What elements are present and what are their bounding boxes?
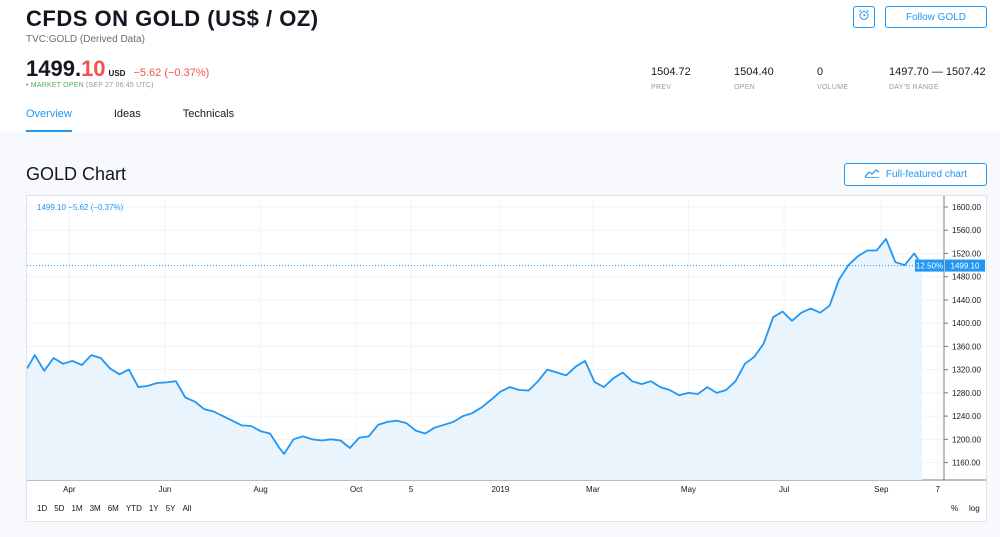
page-header: CFDS ON GOLD (US$ / OZ) TVC:GOLD (Derive…: [0, 0, 1000, 132]
y-tick-label: 1200.00: [952, 435, 981, 444]
stat-value: 0: [817, 66, 824, 78]
last-price-label: 1499.10: [951, 262, 980, 271]
chart-title: GOLD Chart: [26, 164, 127, 184]
percent-scale-toggle[interactable]: %: [951, 504, 959, 513]
price-chart[interactable]: 1160.00 1200.00 1240.00 1280.00 1320.00 1360.…: [27, 196, 986, 496]
x-tick-label: May: [681, 485, 696, 494]
y-tick-label: 1440.00: [952, 296, 981, 305]
x-tick-label: Oct: [350, 485, 363, 494]
range-6m[interactable]: 6M: [107, 504, 119, 513]
chart-container[interactable]: 1160.00 1200.00 1240.00 1280.00 1320.00 1360.…: [26, 195, 987, 522]
log-scale-toggle[interactable]: log: [969, 504, 980, 513]
full-featured-chart-button[interactable]: Full-featured chart: [844, 163, 987, 186]
range-3m[interactable]: 3M: [89, 504, 101, 513]
last-price-badge: [945, 259, 985, 272]
price-decimal: 10: [81, 56, 106, 81]
range-1m[interactable]: 1M: [71, 504, 83, 513]
range-1y[interactable]: 1Y: [148, 504, 159, 513]
last-pct-badge: [915, 259, 944, 272]
add-alert-button[interactable]: [853, 6, 875, 28]
stat-open: 1504.40 OPEN: [734, 66, 774, 91]
range-1d[interactable]: 1D: [37, 504, 48, 513]
chart-line-icon: [864, 168, 880, 181]
stat-label: DAY'S RANGE: [889, 84, 940, 91]
y-tick-label: 1280.00: [952, 389, 981, 398]
y-tick-label: 1360.00: [952, 342, 981, 351]
range-5y[interactable]: 5Y: [165, 504, 176, 513]
range-all[interactable]: All: [182, 504, 192, 513]
tab-overview[interactable]: Overview: [26, 108, 72, 132]
price-row: 1499. 10 USD −5.62 (−0.37%): [26, 56, 209, 82]
last-pct-label: 12.50%: [916, 262, 943, 271]
stat-value: 1504.40: [734, 66, 774, 78]
stat-days-range: 1497.70 — 1507.42 DAY'S RANGE: [889, 66, 986, 91]
market-status: • MARKET OPEN (SEP 27 06:45 UTC): [26, 82, 154, 89]
stat-label: VOLUME: [817, 84, 849, 91]
x-tick-label: Jun: [158, 485, 171, 494]
x-tick-label: 2019: [491, 485, 509, 494]
range-ytd[interactable]: YTD: [125, 504, 142, 513]
x-tick-label: 5: [409, 485, 414, 494]
series-area: [27, 238, 923, 480]
x-tick-label: Apr: [63, 485, 76, 494]
y-tick-label: 1320.00: [952, 366, 981, 375]
y-tick-label: 1160.00: [952, 459, 981, 468]
follow-button[interactable]: Follow GOLD: [885, 6, 987, 28]
stat-prev: 1504.72 PREV: [651, 66, 691, 91]
tab-ideas[interactable]: Ideas: [113, 108, 141, 120]
page-title: CFDS ON GOLD (US$ / OZ): [26, 6, 319, 31]
tab-bar: Overview Ideas Technicals: [26, 108, 276, 132]
x-tick-label: Aug: [253, 485, 267, 494]
stat-label: OPEN: [734, 84, 756, 91]
y-tick-label: 1600.00: [952, 203, 981, 212]
y-tick-label: 1240.00: [952, 412, 981, 421]
tab-technicals[interactable]: Technicals: [182, 108, 235, 120]
stat-label: PREV: [651, 84, 672, 91]
y-tick-label: 1480.00: [952, 273, 981, 282]
range-selector: 1D 5D 1M 3M 6M YTD 1Y 5Y All: [37, 504, 198, 513]
series-line: [27, 238, 923, 455]
stats-bar: 1504.72 PREV 1504.40 OPEN 0 VOLUME 1497.…: [0, 66, 1000, 96]
price-currency: USD: [108, 69, 126, 78]
chart-legend: 1499.10 −5.62 (−0.37%): [37, 203, 124, 212]
y-tick-label: 1560.00: [952, 226, 981, 235]
market-status-time: (SEP 27 06:45 UTC): [85, 82, 154, 89]
x-tick-label: Sep: [874, 485, 889, 494]
y-tick-label: 1400.00: [952, 319, 981, 328]
full-featured-chart-label: Full-featured chart: [885, 169, 968, 180]
price-integer: 1499.: [26, 56, 82, 81]
x-tick-label: 7: [936, 485, 941, 494]
stat-value: 1504.72: [651, 66, 691, 78]
stat-volume: 0 VOLUME: [817, 66, 848, 91]
alarm-clock-add-icon: [858, 8, 870, 26]
chart-section: GOLD Chart Full-featured chart 1160.00 12…: [0, 132, 1000, 537]
price-change: −5.62 (−0.37%): [133, 67, 210, 79]
range-5d[interactable]: 5D: [54, 504, 65, 513]
x-tick-label: Mar: [586, 485, 600, 494]
symbol-subtitle: TVC:GOLD (Derived Data): [26, 34, 145, 45]
y-tick-label: 1520.00: [952, 249, 981, 258]
market-status-label: • MARKET OPEN: [26, 82, 84, 89]
stat-value: 1497.70 — 1507.42: [889, 66, 986, 78]
x-tick-label: Jul: [779, 485, 789, 494]
